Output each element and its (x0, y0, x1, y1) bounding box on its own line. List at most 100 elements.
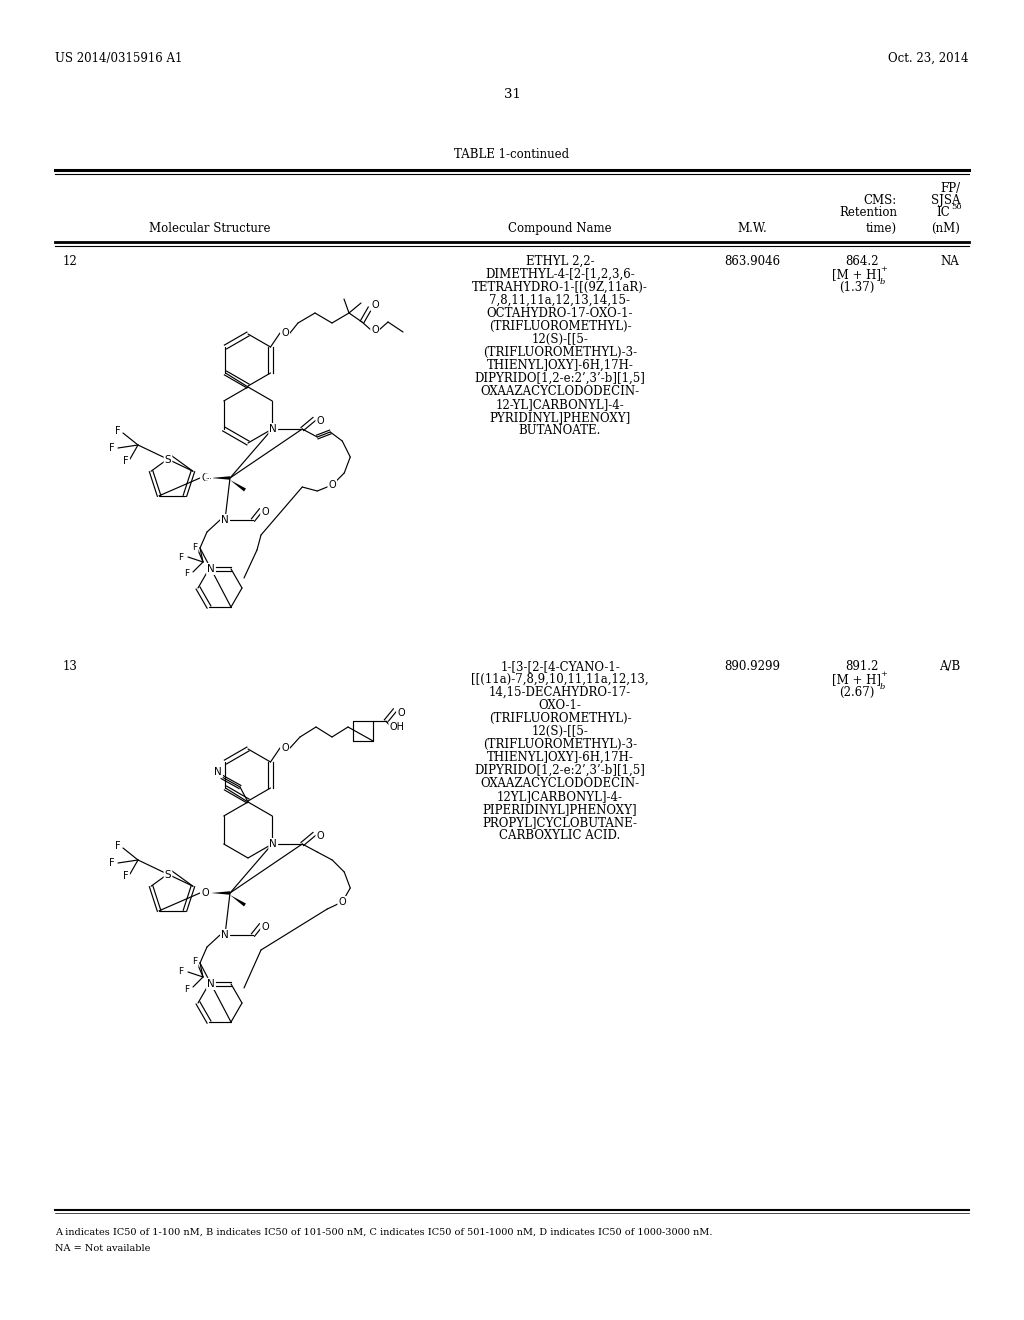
Text: [M + H]: [M + H] (833, 268, 882, 281)
Text: A indicates IC50 of 1-100 nM, B indicates IC50 of 101-500 nM, C indicates IC50 o: A indicates IC50 of 1-100 nM, B indicate… (55, 1228, 713, 1237)
Text: +: + (880, 265, 887, 273)
Text: THIENYL]OXY]-6H,17H-: THIENYL]OXY]-6H,17H- (486, 359, 634, 372)
Text: ...: ... (206, 474, 212, 480)
Text: F: F (184, 985, 189, 994)
Text: PIPERIDINYL]PHENOXY]: PIPERIDINYL]PHENOXY] (482, 803, 637, 816)
Text: A/B: A/B (939, 660, 961, 673)
Text: S: S (165, 455, 171, 465)
Text: Molecular Structure: Molecular Structure (150, 222, 270, 235)
Text: O: O (201, 888, 209, 898)
Text: N: N (269, 424, 278, 434)
Polygon shape (211, 477, 230, 479)
Text: NA = Not available: NA = Not available (55, 1243, 151, 1253)
Text: (nM): (nM) (931, 222, 961, 235)
Text: time): time) (866, 222, 897, 235)
Text: 12YL]CARBONYL]-4-: 12YL]CARBONYL]-4- (497, 789, 623, 803)
Text: 890.9299: 890.9299 (724, 660, 780, 673)
Text: [[(11a)-7,8,9,10,11,11a,12,13,: [[(11a)-7,8,9,10,11,11a,12,13, (471, 673, 649, 686)
Text: F: F (193, 543, 198, 552)
Text: F: F (123, 871, 129, 880)
Text: 863.9046: 863.9046 (724, 255, 780, 268)
Text: 31: 31 (504, 88, 520, 102)
Text: b: b (880, 279, 886, 286)
Text: S: S (165, 870, 171, 880)
Text: CMS:: CMS: (864, 194, 897, 207)
Text: THIENYL]OXY]-6H,17H-: THIENYL]OXY]-6H,17H- (486, 751, 634, 764)
Text: N: N (207, 979, 215, 989)
Text: +: + (880, 671, 887, 678)
Text: PROPYL]CYCLOBUTANE-: PROPYL]CYCLOBUTANE- (482, 816, 638, 829)
Text: N: N (214, 767, 222, 777)
Text: F: F (178, 553, 183, 561)
Text: O: O (329, 480, 336, 490)
Text: DIMETHYL-4-[2-[1,2,3,6-: DIMETHYL-4-[2-[1,2,3,6- (485, 268, 635, 281)
Text: O: O (282, 327, 289, 338)
Polygon shape (211, 891, 230, 895)
Text: F: F (123, 455, 129, 466)
Text: FP/: FP/ (940, 182, 961, 195)
Text: F: F (115, 841, 121, 851)
Polygon shape (230, 895, 246, 907)
Text: (TRIFLUOROMETHYL)-3-: (TRIFLUOROMETHYL)-3- (483, 738, 637, 751)
Text: N: N (221, 931, 229, 940)
Text: b: b (880, 682, 886, 690)
Text: 12-YL]CARBONYL]-4-: 12-YL]CARBONYL]-4- (496, 399, 625, 411)
Text: 1-[3-[2-[4-CYANO-1-: 1-[3-[2-[4-CYANO-1- (500, 660, 620, 673)
Text: OXAAZACYCLODODECIN-: OXAAZACYCLODODECIN- (480, 777, 640, 789)
Text: O: O (371, 300, 379, 310)
Text: F: F (110, 444, 115, 453)
Text: M.W.: M.W. (737, 222, 767, 235)
Text: BUTANOATE.: BUTANOATE. (519, 424, 601, 437)
Text: (TRIFLUOROMETHYL)-: (TRIFLUOROMETHYL)- (488, 319, 632, 333)
Text: 12(S)-[[5-: 12(S)-[[5- (531, 333, 589, 346)
Text: OCTAHYDRO-17-OXO-1-: OCTAHYDRO-17-OXO-1- (486, 308, 633, 319)
Text: O: O (339, 898, 346, 907)
Text: Oct. 23, 2014: Oct. 23, 2014 (889, 51, 969, 65)
Text: 50: 50 (951, 203, 962, 211)
Text: N: N (269, 840, 278, 849)
Polygon shape (230, 480, 246, 491)
Text: 13: 13 (63, 660, 78, 673)
Text: 12(S)-[[5-: 12(S)-[[5- (531, 725, 589, 738)
Text: (TRIFLUOROMETHYL)-3-: (TRIFLUOROMETHYL)-3- (483, 346, 637, 359)
Text: 7,8,11,11a,12,13,14,15-: 7,8,11,11a,12,13,14,15- (489, 294, 631, 308)
Text: (2.67): (2.67) (840, 686, 874, 700)
Text: O: O (397, 708, 404, 718)
Text: [M + H]: [M + H] (833, 673, 882, 686)
Text: 891.2: 891.2 (846, 660, 879, 673)
Text: ETHYL 2,2-: ETHYL 2,2- (525, 255, 594, 268)
Text: F: F (193, 957, 198, 966)
Text: (1.37): (1.37) (840, 281, 874, 294)
Text: O: O (201, 473, 209, 483)
Text: N: N (221, 515, 229, 525)
Text: PYRIDINYL]PHENOXY]: PYRIDINYL]PHENOXY] (489, 411, 631, 424)
Text: OXAAZACYCLODODECIN-: OXAAZACYCLODODECIN- (480, 385, 640, 399)
Text: O: O (261, 921, 269, 932)
Text: F: F (178, 968, 183, 977)
Text: DIPYRIDO[1,2-e:2’,3’-b][1,5]: DIPYRIDO[1,2-e:2’,3’-b][1,5] (474, 764, 645, 777)
Text: IC: IC (936, 206, 950, 219)
Text: O: O (371, 325, 379, 335)
Text: 864.2: 864.2 (845, 255, 879, 268)
Text: F: F (110, 858, 115, 869)
Text: Retention: Retention (839, 206, 897, 219)
Text: 12: 12 (63, 255, 78, 268)
Text: DIPYRIDO[1,2-e:2’,3’-b][1,5]: DIPYRIDO[1,2-e:2’,3’-b][1,5] (474, 372, 645, 385)
Text: 14,15-DECAHYDRO-17-: 14,15-DECAHYDRO-17- (488, 686, 631, 700)
Text: O: O (316, 416, 324, 426)
Text: TETRAHYDRO-1-[[(9Z,11aR)-: TETRAHYDRO-1-[[(9Z,11aR)- (472, 281, 648, 294)
Text: O: O (282, 743, 289, 752)
Text: F: F (115, 426, 121, 436)
Text: TABLE 1-continued: TABLE 1-continued (455, 148, 569, 161)
Text: O: O (316, 832, 324, 841)
Text: (TRIFLUOROMETHYL)-: (TRIFLUOROMETHYL)- (488, 711, 632, 725)
Text: N: N (207, 564, 215, 574)
Text: O: O (261, 507, 269, 517)
Text: OH: OH (389, 722, 404, 733)
Text: Compound Name: Compound Name (508, 222, 611, 235)
Text: US 2014/0315916 A1: US 2014/0315916 A1 (55, 51, 182, 65)
Text: SJSA: SJSA (931, 194, 961, 207)
Text: NA: NA (941, 255, 959, 268)
Text: OXO-1-: OXO-1- (539, 700, 582, 711)
Text: F: F (184, 569, 189, 578)
